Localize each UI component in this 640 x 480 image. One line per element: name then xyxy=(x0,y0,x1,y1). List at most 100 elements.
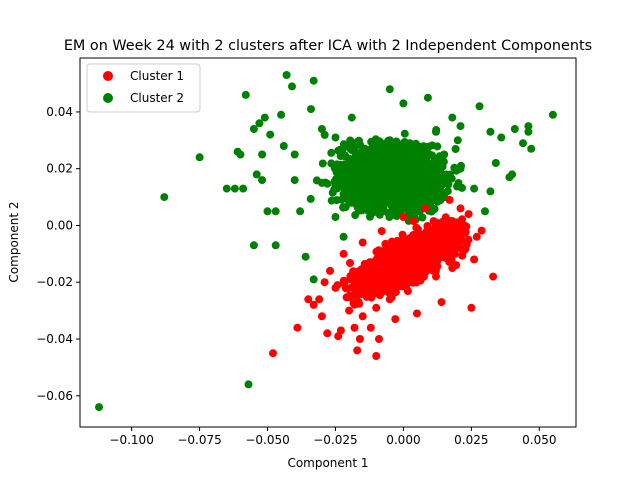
cluster-1-point xyxy=(399,281,408,290)
legend-marker-cluster-2 xyxy=(103,93,113,103)
cluster-2-point xyxy=(372,178,381,187)
cluster-2-point xyxy=(339,203,348,212)
cluster-2-point xyxy=(271,241,280,250)
cluster-2-point xyxy=(527,144,536,153)
cluster-2-point xyxy=(385,85,394,94)
cluster-1-point xyxy=(401,251,410,259)
legend-label-cluster-1: Cluster 1 xyxy=(130,69,184,83)
cluster-1-point xyxy=(345,292,354,301)
cluster-1-point xyxy=(304,295,313,304)
cluster-1-point xyxy=(447,255,456,264)
cluster-2-point xyxy=(508,170,517,179)
plot-area xyxy=(95,71,557,412)
x-tick-label: 0.025 xyxy=(454,433,488,447)
x-tick-label: −0.050 xyxy=(245,433,289,447)
cluster-2-point xyxy=(271,207,280,216)
cluster-2-point xyxy=(296,207,305,216)
cluster-1-point xyxy=(445,225,454,234)
cluster-1-point xyxy=(391,315,400,324)
cluster-1-point xyxy=(421,204,430,213)
cluster-1-point xyxy=(269,349,277,358)
cluster-2-point xyxy=(382,151,391,160)
cluster-2-point xyxy=(309,275,318,284)
cluster-2-point xyxy=(400,129,409,138)
cluster-1-point xyxy=(461,237,470,246)
cluster-1-point xyxy=(470,255,479,264)
cluster-1-point xyxy=(403,287,412,296)
cluster-1-point xyxy=(399,213,408,221)
cluster-2-point xyxy=(358,159,367,167)
cluster-1-point xyxy=(315,295,324,304)
cluster-1-point xyxy=(359,278,367,287)
cluster-1-point xyxy=(334,332,343,341)
cluster-2-point xyxy=(444,176,453,185)
cluster-1-point xyxy=(377,227,386,236)
cluster-1-point xyxy=(437,298,446,307)
cluster-2-point xyxy=(374,198,383,206)
cluster-2-point xyxy=(395,203,404,212)
cluster-1-point xyxy=(413,309,421,318)
cluster-1-point xyxy=(362,292,371,301)
cluster-1-point xyxy=(372,247,381,256)
cluster-2-point xyxy=(332,166,341,175)
cluster-2-point xyxy=(423,93,432,102)
cluster-1-point xyxy=(432,272,440,281)
cluster-1-point xyxy=(417,230,426,239)
cluster-1-point xyxy=(409,261,417,270)
cluster-1-point xyxy=(393,274,402,283)
cluster-1-point xyxy=(388,269,397,278)
cluster-1-point xyxy=(353,281,361,290)
cluster-1-point xyxy=(395,259,404,268)
cluster-1-point xyxy=(404,244,413,253)
cluster-1-point xyxy=(331,283,340,292)
cluster-2-point xyxy=(95,403,103,412)
cluster-1-point xyxy=(365,266,374,275)
cluster-2-point xyxy=(366,167,375,176)
cluster-2-point xyxy=(222,184,231,193)
cluster-1-point xyxy=(461,244,470,253)
cluster-1-point xyxy=(320,278,329,287)
cluster-2-point xyxy=(426,164,435,173)
y-tick-label: −0.02 xyxy=(36,275,73,289)
cluster-1-point xyxy=(400,272,409,281)
cluster-2-point xyxy=(443,187,452,196)
cluster-2-point xyxy=(389,197,398,206)
cluster-2-point xyxy=(290,176,299,185)
cluster-1-point xyxy=(339,249,348,258)
cluster-2-point xyxy=(456,164,465,173)
cluster-2-point xyxy=(366,205,375,214)
cluster-1-point xyxy=(372,303,381,312)
cluster-2-point xyxy=(255,119,264,128)
cluster-2-point xyxy=(236,150,245,159)
cluster-2-point xyxy=(486,127,495,136)
cluster-2-point xyxy=(408,209,417,218)
cluster-1-point xyxy=(349,267,358,276)
cluster-1-point xyxy=(409,217,418,225)
cluster-2-point xyxy=(330,177,339,186)
cluster-1-point xyxy=(413,238,421,247)
cluster-2-point xyxy=(249,241,258,250)
cluster-1-point xyxy=(355,267,364,276)
cluster-2-point xyxy=(317,178,326,187)
cluster-1-point xyxy=(453,230,462,238)
cluster-1-point xyxy=(346,259,354,267)
cluster-2-point xyxy=(510,125,519,133)
cluster-2-point xyxy=(363,190,372,199)
cluster-2-point xyxy=(288,82,296,91)
cluster-2-point xyxy=(160,193,169,202)
cluster-1-point xyxy=(383,275,392,284)
cluster-2-point xyxy=(346,136,355,145)
cluster-2-point xyxy=(418,213,427,222)
cluster-2-point xyxy=(309,76,318,85)
cluster-2-point xyxy=(399,139,408,148)
cluster-2-point xyxy=(416,167,425,176)
cluster-2-point xyxy=(249,125,258,133)
cluster-2-point xyxy=(362,175,371,184)
cluster-2-point xyxy=(429,180,438,189)
cluster-2-point xyxy=(279,142,288,150)
x-tick-label: 0.050 xyxy=(522,433,556,447)
plot-frame xyxy=(79,57,577,428)
cluster-1-point xyxy=(358,312,367,321)
cluster-2-point xyxy=(475,102,484,111)
